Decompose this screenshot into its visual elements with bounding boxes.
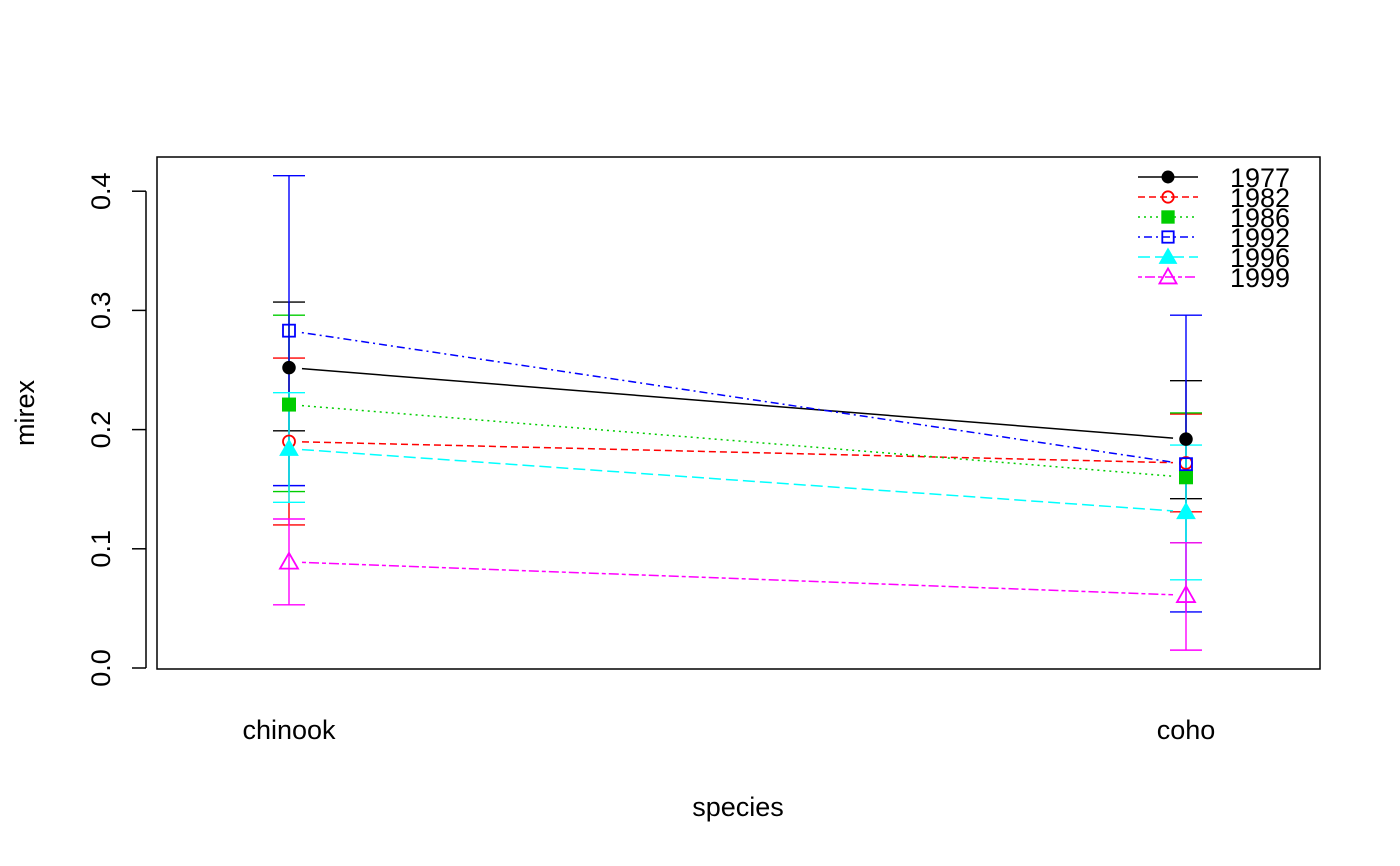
y-tick-label: 0.4 xyxy=(86,172,116,210)
series-line xyxy=(301,367,1174,439)
series-line xyxy=(301,441,1174,464)
point-marker xyxy=(1176,501,1196,520)
point-marker xyxy=(1161,210,1175,224)
legend-label: 1996 xyxy=(1230,243,1290,273)
y-tick-label: 0.0 xyxy=(86,649,116,687)
x-axis-label: species xyxy=(692,792,784,822)
legend-label: 1986 xyxy=(1230,203,1290,233)
legend-label: 1977 xyxy=(1230,163,1290,193)
point-marker xyxy=(1161,230,1175,244)
legend-label: 1992 xyxy=(1230,223,1290,253)
x-tick-label: coho xyxy=(1157,715,1216,745)
point-marker xyxy=(278,551,300,570)
point-marker xyxy=(1179,470,1193,485)
point-marker xyxy=(1179,432,1193,446)
y-axis-label: mirex xyxy=(10,380,40,446)
y-tick-label: 0.3 xyxy=(86,292,116,330)
point-marker xyxy=(1161,190,1175,204)
y-tick-label: 0.1 xyxy=(86,530,116,568)
series-line xyxy=(301,561,1174,596)
plot-box xyxy=(156,156,1321,670)
x-tick-label: chinook xyxy=(242,715,336,745)
series-line xyxy=(301,404,1174,477)
series-lines xyxy=(301,331,1174,596)
series-line xyxy=(301,448,1174,512)
x-axis: chinook coho xyxy=(242,715,1215,745)
point-marker xyxy=(1179,457,1193,472)
legend-label: 1982 xyxy=(1230,183,1290,213)
point-marker xyxy=(1175,584,1197,603)
point-marker xyxy=(282,323,296,338)
point-marker xyxy=(282,397,296,412)
point-marker xyxy=(279,438,299,456)
legend-label: 1999 xyxy=(1230,263,1290,293)
data-points xyxy=(278,323,1197,603)
series-line xyxy=(301,331,1174,463)
point-marker xyxy=(282,360,296,375)
y-tick-label: 0.2 xyxy=(86,411,116,449)
point-marker xyxy=(1158,247,1178,264)
y-axis: 0.0 0.1 0.2 0.3 0.4 xyxy=(86,172,147,687)
point-marker xyxy=(1157,266,1179,285)
point-marker xyxy=(1161,170,1175,184)
